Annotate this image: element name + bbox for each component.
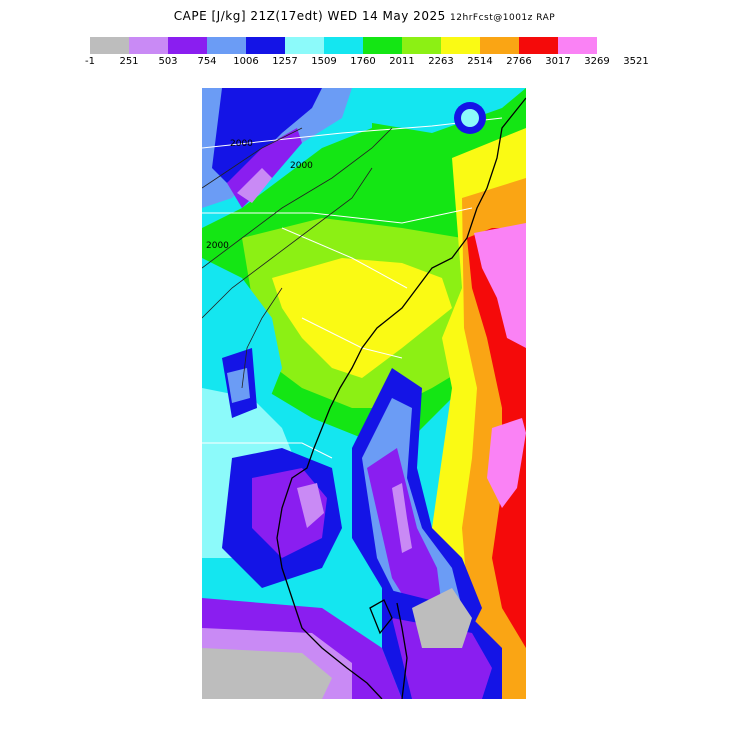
legend-tick-label: 3017 xyxy=(545,56,571,67)
legend-tick-label: 2011 xyxy=(389,56,415,67)
cape-region-violet-sw xyxy=(297,483,324,528)
legend-tick-label: 2263 xyxy=(428,56,454,67)
cape-region-cyan-west xyxy=(202,258,282,428)
cape-region-purple-south-east xyxy=(392,618,492,699)
title-sub: 12hrFcst@1001z RAP xyxy=(450,13,556,23)
legend-tick-label: 503 xyxy=(158,56,178,67)
contour-label: 2000 xyxy=(206,241,229,251)
cape-blob-northeast-inner xyxy=(461,109,479,127)
legend-tick-label: 1760 xyxy=(350,56,376,67)
legend-swatch-8 xyxy=(402,37,441,54)
legend-swatch-11 xyxy=(519,37,558,54)
legend-swatch-0 xyxy=(90,37,129,54)
legend-swatch-2 xyxy=(168,37,207,54)
legend-swatch-12 xyxy=(558,37,597,54)
cape-region-blue-nw xyxy=(212,88,322,183)
cape-region-pink-east xyxy=(474,223,526,348)
legend-swatch-3 xyxy=(207,37,246,54)
cape-map: 2000 2000 2000 xyxy=(202,88,526,699)
legend-tick-label: 251 xyxy=(119,56,139,67)
cape-region-pink-east-2 xyxy=(487,418,526,508)
legend-swatch-6 xyxy=(324,37,363,54)
legend-swatch-7 xyxy=(363,37,402,54)
legend-tick-label: 3521 xyxy=(623,56,649,67)
title-main: CAPE [J/kg] 21Z(17edt) WED 14 May 2025 xyxy=(173,9,446,23)
legend-tick-label: 1006 xyxy=(233,56,259,67)
cape-region-violet-nw xyxy=(237,168,272,203)
contour-label: 2000 xyxy=(290,161,313,171)
legend-tick-label: 754 xyxy=(197,56,217,67)
legend-swatch-4 xyxy=(246,37,285,54)
legend-tick-label: 2514 xyxy=(467,56,493,67)
legend-swatch-9 xyxy=(441,37,480,54)
contour-lines xyxy=(202,127,393,389)
legend-tick-labels: -1 251 503 754 1006 1257 1509 1760 2011 2263 2514 2… xyxy=(0,56,729,70)
coastline xyxy=(276,97,526,699)
chart-title: CAPE [J/kg] 21Z(17edt) WED 14 May 2025 1… xyxy=(0,9,729,23)
legend-swatch-10 xyxy=(480,37,519,54)
cape-region-gray-south xyxy=(202,648,332,699)
legend-tick-label: -1 xyxy=(85,56,95,67)
legend-tick-label: 1509 xyxy=(311,56,337,67)
color-legend xyxy=(90,37,597,54)
cape-region-lightblue-west-small xyxy=(227,368,250,403)
legend-tick-label: 1257 xyxy=(272,56,298,67)
contour-label: 2000 xyxy=(230,139,253,149)
legend-tick-label: 2766 xyxy=(506,56,532,67)
legend-swatch-5 xyxy=(285,37,324,54)
legend-tick-label: 3269 xyxy=(584,56,610,67)
cape-region-violet-central xyxy=(392,483,412,553)
cape-region-gray-south-east xyxy=(412,588,472,648)
legend-swatch-1 xyxy=(129,37,168,54)
